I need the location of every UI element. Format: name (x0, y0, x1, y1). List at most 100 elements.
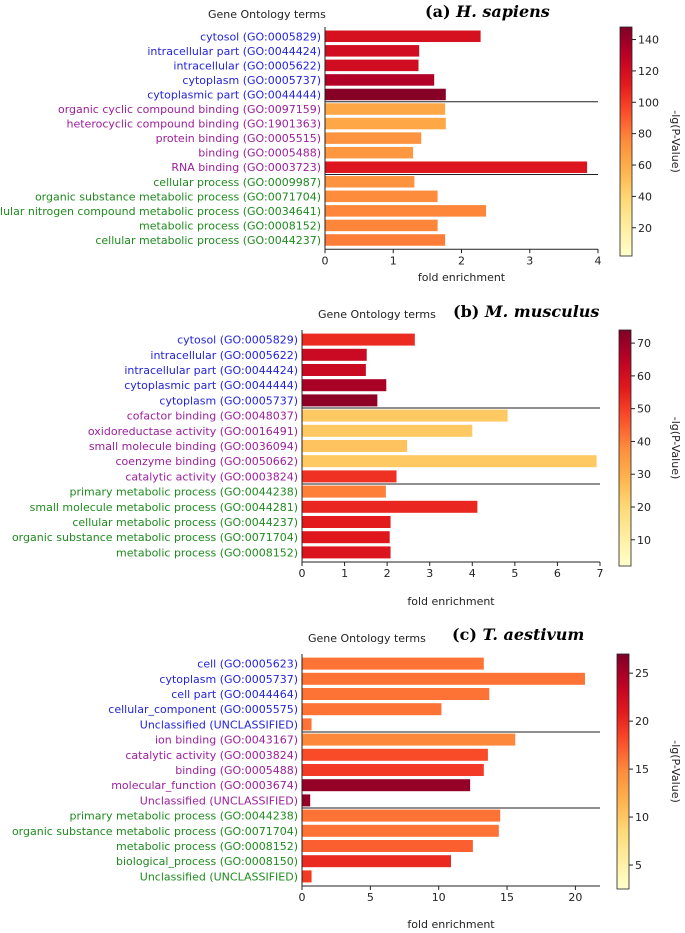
bar (302, 733, 516, 746)
bar (325, 30, 481, 43)
go-term-label: heterocyclic compound binding (GO:190136… (67, 118, 322, 131)
go-term-label: protein binding (GO:0005515) (156, 132, 321, 145)
go-term-label: intracellular (GO:0005622) (173, 59, 321, 72)
go-term-label: cytosol (GO:0005829) (177, 334, 298, 347)
go-term-label: cellular metabolic process (GO:0044237) (95, 234, 321, 247)
bar (302, 348, 367, 361)
species-name: H. sapiens (456, 2, 550, 21)
panel-title: (c) T. aestivum (452, 625, 584, 644)
go-term-label: cofactor binding (GO:0048037) (127, 410, 298, 423)
bar (302, 748, 488, 761)
species-name: T. aestivum (482, 625, 585, 644)
go-term-label: Unclassified (UNCLASSIFIED) (140, 794, 298, 807)
colorbar-tick-label: 60 (638, 159, 652, 172)
bar (302, 485, 386, 498)
colorbar-tick-label: 5 (635, 859, 642, 872)
bar (302, 855, 451, 868)
go-term-label: cell (GO:0005623) (197, 658, 298, 671)
go-terms-header: Gene Ontology terms (208, 8, 326, 21)
colorbar (616, 653, 630, 890)
bar (302, 794, 311, 807)
go-term-label: cytoplasmic part (GO:0044444) (147, 88, 321, 101)
bar (325, 59, 419, 72)
bar (325, 74, 435, 86)
go-term-label: binding (GO:0005488) (175, 764, 298, 777)
colorbar-tick-label: 100 (638, 96, 659, 109)
bar (302, 703, 442, 716)
go-terms-header: Gene Ontology terms (318, 308, 436, 321)
go-term-label: metabolic process (GO:0008152) (116, 546, 298, 559)
panel-title: (a) H. sapiens (425, 2, 550, 21)
go-term-label: cytoplasmic part (GO:0044444) (124, 379, 298, 392)
bar (302, 364, 366, 376)
colorbar-label: -lg(P-Value) (669, 110, 682, 173)
colorbar (618, 329, 632, 567)
bar (302, 657, 484, 670)
chart-t-aestivum: cell (GO:0005623) cytoplasm (GO:0005737) c… (12, 653, 682, 931)
go-term-label: ion binding (GO:0043167) (155, 734, 298, 747)
colorbar-tick-label: 70 (637, 337, 651, 350)
x-tick-label: 1 (341, 567, 348, 580)
go-term-label: biological_process (GO:0008150) (116, 855, 298, 868)
go-term-label: cellular metabolic process (GO:0044237) (72, 516, 298, 529)
go-term-label: small molecule binding (GO:0036094) (89, 440, 298, 453)
x-axis-label: fold enrichment (407, 595, 495, 608)
x-tick-label: 6 (554, 567, 561, 580)
bar (302, 870, 312, 883)
x-tick-label: 5 (367, 891, 374, 904)
x-tick-label: 3 (426, 567, 433, 580)
x-tick-label: 10 (432, 891, 446, 904)
x-tick-label: 0 (322, 254, 329, 267)
panel-m-musculus: Gene Ontology terms (b) M. musculus cyto… (0, 300, 685, 615)
x-tick-label: 15 (500, 891, 514, 904)
bar (302, 409, 508, 422)
colorbar-tick-label: 60 (637, 370, 651, 383)
panel-label: (c) (452, 625, 477, 644)
bar (302, 840, 473, 852)
go-term-label: cytoplasm (GO:0005737) (159, 394, 298, 407)
bar (302, 809, 501, 822)
colorbar-tick-label: 25 (635, 667, 649, 680)
bar (302, 688, 490, 700)
go-term-label: metabolic process (GO:0008152) (139, 219, 321, 232)
colorbar-label: -lg(P-Value) (669, 740, 682, 803)
panel-label: (a) (425, 2, 451, 21)
bar (302, 500, 478, 513)
colorbar-label: -lg(P-Value) (669, 417, 682, 480)
bar (302, 779, 471, 792)
bar (302, 333, 415, 346)
bar (325, 132, 422, 144)
colorbar-tick-label: 20 (638, 222, 652, 235)
go-term-label: Unclassified (UNCLASSIFIED) (140, 870, 298, 883)
x-tick-label: 3 (526, 254, 533, 267)
colorbar-tick-label: 20 (637, 501, 651, 514)
bar (302, 470, 397, 483)
colorbar-tick-label: 140 (638, 34, 659, 47)
bar (325, 117, 446, 130)
x-tick-label: 20 (568, 891, 582, 904)
bar (325, 190, 438, 203)
go-term-label: molecular_function (GO:0003674) (111, 779, 298, 792)
bar (302, 455, 597, 468)
bar (325, 45, 420, 57)
x-tick-label: 5 (511, 567, 518, 580)
x-tick-label: 0 (299, 891, 306, 904)
x-tick-label: 1 (390, 254, 397, 267)
x-tick-label: 2 (458, 254, 465, 267)
bar (302, 516, 391, 528)
go-term-label: coenzyme binding (GO:0050662) (115, 455, 298, 468)
bar (302, 718, 312, 731)
go-term-label: intracellular part (GO:0044424) (124, 364, 298, 377)
bar (302, 824, 499, 837)
bar (302, 424, 473, 437)
go-term-label: intracellular (GO:0005622) (150, 349, 298, 362)
species-name: M. musculus (484, 302, 600, 321)
colorbar-tick-label: 80 (638, 128, 652, 141)
colorbar-tick-label: 40 (637, 435, 651, 448)
x-tick-label: 7 (597, 567, 604, 580)
go-term-label: oxidoreductase activity (GO:0016491) (88, 425, 298, 438)
x-tick-label: 0 (299, 567, 306, 580)
go-term-label: intracellular part (GO:0044424) (147, 45, 321, 58)
go-term-label: cellular process (GO:0009987) (153, 176, 321, 189)
colorbar-tick-label: 10 (637, 534, 651, 547)
